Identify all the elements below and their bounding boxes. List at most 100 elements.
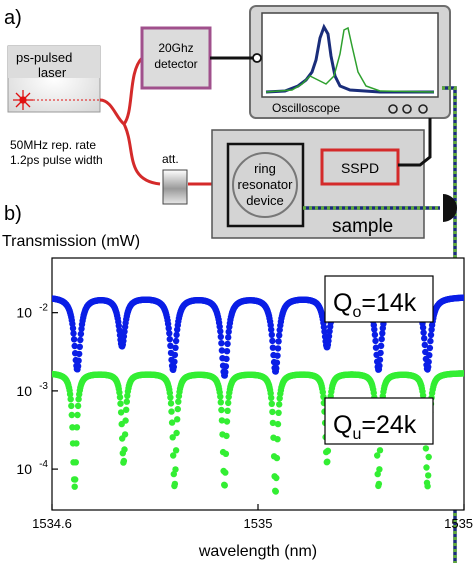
panel-a: a) Oscilloscope ps-pulsed laser xyxy=(4,5,457,563)
data-point xyxy=(371,331,379,338)
x-tick-label: 1535.4 xyxy=(444,516,474,531)
data-point xyxy=(423,464,430,471)
q-annotation-o-sub: o xyxy=(352,304,361,321)
sspd-box xyxy=(320,148,400,186)
y-tick-label: 10 xyxy=(16,383,32,399)
data-point xyxy=(273,359,281,366)
device-line1: ring xyxy=(254,161,276,176)
y-tick-exponent: -2 xyxy=(39,303,48,314)
data-point xyxy=(377,349,384,357)
data-point xyxy=(166,330,173,337)
data-point xyxy=(173,331,180,339)
data-point xyxy=(117,400,124,407)
data-point xyxy=(168,408,175,415)
data-point xyxy=(167,342,174,349)
data-point xyxy=(73,440,80,447)
data-point xyxy=(217,328,224,335)
fiber-laser-out xyxy=(99,98,126,126)
sspd-label: SSPD xyxy=(341,160,379,176)
data-point xyxy=(374,470,381,478)
data-point xyxy=(376,356,384,363)
data-point xyxy=(121,431,129,438)
data-point xyxy=(66,391,74,398)
data-point xyxy=(218,347,226,354)
data-point xyxy=(175,398,182,405)
detector-line1: 20Ghz xyxy=(158,41,193,55)
data-point xyxy=(71,342,78,350)
data-point xyxy=(77,336,84,344)
laser-title-line2: laser xyxy=(38,65,67,80)
data-point xyxy=(222,369,229,376)
data-point xyxy=(375,480,383,488)
data-point xyxy=(217,333,224,340)
data-point xyxy=(427,337,434,345)
laser-title-band xyxy=(8,46,100,78)
data-point xyxy=(120,457,128,465)
data-point xyxy=(174,405,181,413)
data-point xyxy=(274,420,282,428)
data-point xyxy=(117,409,125,416)
data-point xyxy=(72,459,80,466)
data-point xyxy=(120,333,128,340)
x-axis-label: wavelength (nm) xyxy=(198,543,317,560)
data-point xyxy=(325,333,333,340)
data-point xyxy=(77,330,85,338)
data-point xyxy=(427,331,435,339)
x-tick-label: 1535 xyxy=(244,516,273,531)
data-point xyxy=(268,331,275,338)
data-point xyxy=(75,357,82,364)
oscilloscope: Oscilloscope xyxy=(249,5,451,119)
data-point xyxy=(420,329,427,336)
data-point xyxy=(275,338,282,345)
data-point xyxy=(70,336,78,343)
y-tick-exponent: -3 xyxy=(39,381,48,392)
photodiode-icon xyxy=(443,194,457,222)
sample-label: sample xyxy=(332,216,393,237)
data-point xyxy=(274,352,281,359)
data-point xyxy=(74,363,82,370)
data-point xyxy=(172,337,180,345)
data-point xyxy=(377,342,385,349)
y-axis-label: Transmission (mW) xyxy=(2,233,140,250)
q-annotation-u-text: Qu=24k xyxy=(333,411,417,443)
data-point xyxy=(223,355,230,363)
sample-board: ring resonator device SSPD sample xyxy=(211,129,425,239)
data-point xyxy=(173,429,180,437)
data-point xyxy=(276,401,283,408)
data-point xyxy=(419,392,427,399)
y-tick-label: 10 xyxy=(16,305,32,321)
data-point xyxy=(425,472,432,479)
data-point xyxy=(171,351,179,359)
data-point xyxy=(273,365,280,372)
data-point xyxy=(225,328,232,335)
data-point xyxy=(269,337,276,345)
data-point xyxy=(222,363,230,370)
data-point xyxy=(171,358,178,365)
data-point xyxy=(121,446,128,453)
data-point xyxy=(166,336,173,343)
data-series xyxy=(52,294,464,495)
data-point xyxy=(217,393,224,400)
series-2 xyxy=(52,370,464,495)
data-point xyxy=(218,340,225,347)
pulse-width-text: 1.2ps pulse width xyxy=(10,153,103,167)
data-point xyxy=(122,417,129,424)
data-point xyxy=(276,332,283,339)
device-line2: resonator xyxy=(238,177,294,192)
ring-resonator-icon xyxy=(232,152,298,218)
q-annotation-o: Qo=14k xyxy=(324,275,434,323)
data-point xyxy=(223,418,231,425)
data-point xyxy=(325,337,332,345)
data-point xyxy=(371,326,378,333)
data-point xyxy=(319,388,326,396)
data-point xyxy=(70,330,77,337)
data-point xyxy=(425,363,432,371)
data-point xyxy=(223,432,230,440)
data-point xyxy=(222,469,229,476)
laser-title-line1: ps-pulsed xyxy=(16,50,72,65)
data-point xyxy=(224,340,231,348)
data-point xyxy=(71,483,78,490)
data-point xyxy=(268,326,275,333)
data-point xyxy=(425,358,432,366)
